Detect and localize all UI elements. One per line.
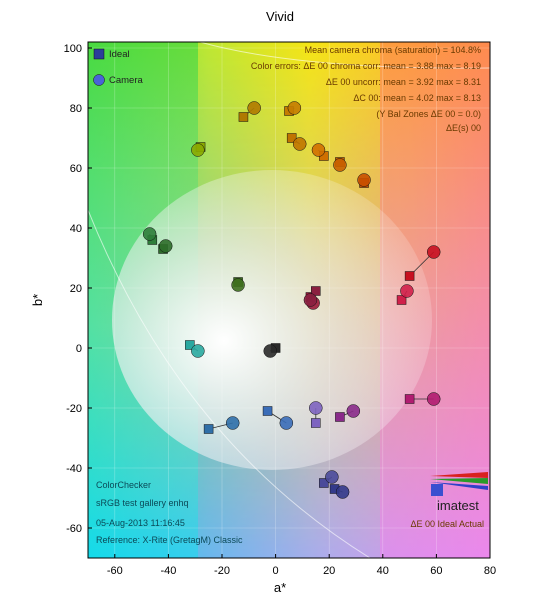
- legend: Ideal Camera: [93, 48, 144, 86]
- brand-name: imatest: [437, 498, 479, 513]
- camera-point: [231, 278, 245, 292]
- ideal-point: [311, 286, 321, 296]
- x-tick-label: -40: [160, 565, 176, 577]
- y-axis-label: b*: [30, 294, 45, 306]
- camera-point: [225, 416, 240, 430]
- y-tick-label: -60: [66, 523, 82, 535]
- camera-point: [311, 143, 326, 157]
- camera-point: [158, 239, 173, 253]
- info-line-1: ColorChecker: [96, 480, 151, 490]
- x-tick-label: 60: [430, 565, 442, 577]
- camera-point: [263, 344, 277, 358]
- stat-line-4: ΔC 00: mean = 4.02 max = 8.13: [353, 93, 481, 103]
- info-line-2: sRGB test gallery enhq: [96, 498, 189, 508]
- y-tick-label: -20: [66, 403, 82, 415]
- x-tick-label: 20: [323, 565, 335, 577]
- logo-blue-stripe: [430, 482, 488, 490]
- x-tick-label: -60: [107, 565, 123, 577]
- stat-line-5: (Y Bal Zones ΔE 00 = 0.0): [376, 109, 481, 119]
- info-block: ColorChecker sRGB test gallery enhq 05-A…: [96, 480, 243, 545]
- ideal-point: [335, 412, 345, 422]
- brand-logo: imatest: [430, 472, 488, 513]
- camera-point: [357, 173, 371, 187]
- camera-point: [247, 101, 261, 115]
- ideal-point: [404, 394, 415, 404]
- info-line-4: Reference: X-Rite (GretagM) Classic: [96, 535, 243, 545]
- camera-point: [426, 392, 441, 406]
- stat-line-2: Color errors: ΔE 00 chroma corr: mean = …: [251, 61, 481, 71]
- logo-cube-icon: [431, 484, 443, 496]
- camera-point: [292, 137, 307, 151]
- plot-background: [88, 42, 490, 558]
- camera-point: [309, 401, 323, 415]
- x-tick-label: -20: [214, 565, 230, 577]
- y-tick-label: -40: [66, 463, 82, 475]
- y-tick-label: 0: [76, 343, 82, 355]
- camera-point: [303, 293, 318, 307]
- ideal-point: [286, 133, 297, 143]
- camera-point: [335, 485, 350, 499]
- camera-point: [142, 227, 157, 241]
- legend-ideal-swatch: [93, 48, 105, 60]
- camera-point: [426, 245, 441, 259]
- x-axis: -60 -40 -20 0 20 40 60 80: [107, 554, 496, 577]
- camera-point: [191, 344, 205, 358]
- camera-point: [191, 143, 205, 157]
- ideal-point: [185, 340, 195, 350]
- footer-legend-text: ΔE 00 Ideal Actual: [410, 519, 484, 529]
- legend-camera-swatch: [93, 74, 105, 86]
- stat-line-3: ΔE 00 uncorr: mean = 3.92 max = 8.31: [326, 77, 481, 87]
- y-tick-label: 40: [70, 223, 82, 235]
- ideal-point: [203, 424, 214, 434]
- data-marks: [142, 101, 441, 499]
- x-tick-label: 80: [484, 565, 496, 577]
- ideal-point: [404, 271, 415, 281]
- plot-frame: [87, 41, 491, 559]
- logo-red-stripe: [430, 472, 488, 478]
- ideal-point: [262, 406, 273, 416]
- x-tick-label: 0: [273, 565, 279, 577]
- legend-camera-label: Camera: [109, 75, 144, 86]
- camera-point: [333, 158, 347, 172]
- y-tick-label: 60: [70, 163, 82, 175]
- stat-line-1: Mean camera chroma (saturation) = 104.8%: [305, 45, 481, 55]
- y-tick-label: 20: [70, 283, 82, 295]
- y-tick-label: 80: [70, 103, 82, 115]
- y-axis: -60 -40 -20 0 20 40 60 80 100: [64, 43, 92, 535]
- ideal-point: [238, 112, 249, 122]
- camera-point: [400, 284, 414, 298]
- y-tick-label: 100: [64, 43, 82, 55]
- camera-point: [346, 404, 361, 418]
- ideal-point: [311, 418, 321, 428]
- chart-title: Vivid: [266, 9, 294, 24]
- info-line-3: 05-Aug-2013 11:16:45: [96, 518, 185, 528]
- camera-point: [287, 101, 302, 115]
- logo-green-stripe: [430, 478, 488, 484]
- stats-block: Mean camera chroma (saturation) = 104.8%…: [251, 45, 481, 133]
- ideal-point: [319, 478, 329, 488]
- x-axis-label: a*: [274, 580, 286, 595]
- camera-point: [325, 470, 339, 484]
- ideal-point: [396, 295, 407, 305]
- camera-point: [279, 416, 294, 430]
- x-tick-label: 40: [377, 565, 389, 577]
- stat-line-6: ΔE(s) 00: [446, 123, 481, 133]
- legend-ideal-label: Ideal: [109, 49, 130, 60]
